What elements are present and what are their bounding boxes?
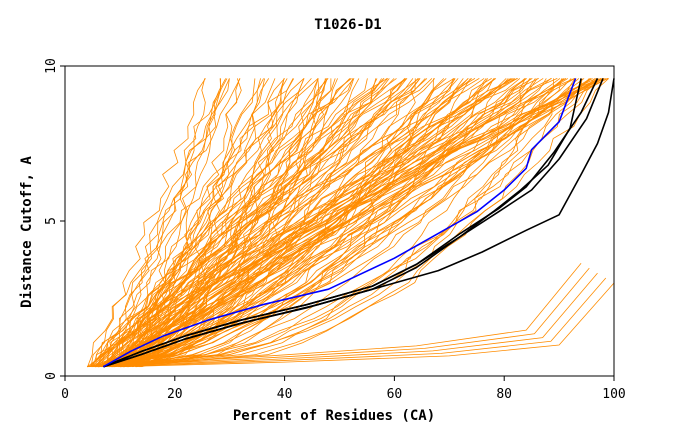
- background-model-lines: [86, 78, 615, 368]
- model-line: [114, 78, 378, 368]
- model-line: [102, 78, 395, 367]
- highlighted-model-lines: [103, 78, 615, 368]
- model-line: [101, 78, 455, 367]
- model-line: [119, 78, 531, 368]
- model-line: [107, 78, 222, 367]
- model-line: [119, 282, 615, 368]
- model-line: [121, 78, 397, 367]
- model-line: [141, 78, 327, 368]
- model-line: [114, 78, 421, 368]
- y-tick-label: 5: [44, 217, 59, 225]
- x-tick-label: 20: [167, 387, 183, 402]
- model-line: [98, 78, 319, 368]
- model-line: [109, 78, 434, 368]
- model-line: [118, 78, 406, 368]
- model-line: [105, 78, 228, 367]
- model-line: [90, 78, 518, 367]
- model-line: [139, 78, 352, 367]
- model-line: [97, 78, 604, 368]
- model-line: [127, 78, 516, 367]
- model-line: [106, 78, 388, 367]
- model-line: [120, 78, 609, 368]
- model-line: [125, 78, 445, 368]
- model-line: [102, 78, 527, 368]
- model-line: [120, 78, 539, 367]
- model-line: [95, 78, 312, 367]
- model-line: [111, 277, 607, 368]
- x-tick-label: 60: [387, 387, 403, 402]
- y-axis-ticks: 0 5 10: [44, 58, 65, 380]
- highlight-line-black: [103, 78, 615, 368]
- model-line: [106, 78, 319, 368]
- model-line: [95, 267, 590, 368]
- model-line: [92, 78, 575, 367]
- model-line: [104, 78, 609, 368]
- x-axis-label: Percent of Residues (CA): [233, 408, 435, 424]
- model-line: [124, 78, 538, 368]
- chart-title: T1026-D1: [314, 17, 381, 33]
- model-line: [97, 78, 595, 368]
- y-axis-label: Distance Cutoff, A: [19, 156, 35, 308]
- model-line: [90, 78, 433, 367]
- model-line: [96, 78, 597, 368]
- model-line: [90, 78, 206, 367]
- model-line: [112, 78, 464, 368]
- model-line: [128, 78, 227, 367]
- model-line: [124, 78, 264, 367]
- x-tick-label: 0: [61, 387, 69, 402]
- model-line: [89, 78, 241, 368]
- model-line: [86, 262, 582, 368]
- model-line: [126, 78, 583, 368]
- y-tick-label: 0: [44, 372, 59, 380]
- model-line: [98, 78, 355, 368]
- model-line: [132, 78, 526, 368]
- model-line: [98, 78, 471, 368]
- model-line: [107, 78, 533, 368]
- model-line: [89, 78, 406, 367]
- highlight-line-black: [103, 78, 604, 368]
- model-line: [118, 78, 230, 367]
- model-line: [101, 78, 241, 367]
- model-line: [94, 78, 320, 368]
- model-line: [133, 78, 459, 367]
- x-tick-label: 100: [602, 387, 625, 402]
- highlight-line-blue: [103, 78, 577, 368]
- model-line: [120, 78, 576, 368]
- y-tick-label: 10: [44, 58, 59, 74]
- model-line: [135, 78, 230, 367]
- model-line: [91, 78, 382, 367]
- model-line: [93, 78, 408, 368]
- model-line: [140, 78, 593, 368]
- x-tick-label: 80: [496, 387, 512, 402]
- model-line: [115, 78, 521, 367]
- model-line: [103, 78, 469, 368]
- x-tick-label: 40: [277, 387, 293, 402]
- model-line: [120, 78, 319, 367]
- model-line: [103, 272, 598, 368]
- model-line: [107, 78, 329, 367]
- x-axis-ticks: 0 20 40 60 80 100: [61, 376, 626, 402]
- model-line: [125, 78, 256, 368]
- model-line: [125, 78, 305, 367]
- model-line: [109, 78, 368, 368]
